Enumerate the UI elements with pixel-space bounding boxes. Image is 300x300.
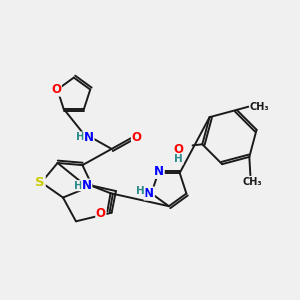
Text: S: S [35, 176, 45, 189]
Text: N: N [84, 130, 94, 143]
Text: CH₃: CH₃ [250, 102, 269, 112]
Text: H: H [76, 132, 85, 142]
Text: O: O [51, 83, 61, 96]
Text: H: H [74, 181, 82, 191]
Text: N: N [144, 187, 154, 200]
Text: O: O [96, 207, 106, 220]
Text: H: H [174, 154, 183, 164]
Text: N: N [82, 179, 92, 192]
Text: CH₃: CH₃ [243, 177, 262, 187]
Text: N: N [154, 165, 164, 178]
Text: O: O [173, 143, 184, 156]
Text: O: O [131, 130, 142, 143]
Text: H: H [136, 186, 145, 196]
